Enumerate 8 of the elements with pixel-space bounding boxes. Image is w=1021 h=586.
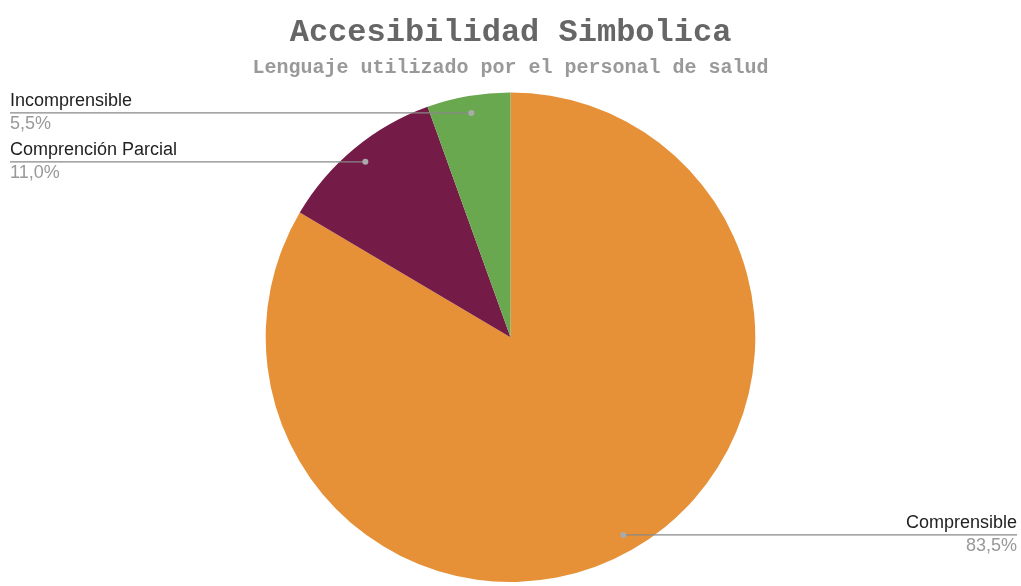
data-label: 83,5%: [965, 534, 1017, 555]
data-label: 5,5%: [10, 112, 52, 133]
data-label: 11,0%: [10, 161, 60, 182]
slice-label: Comprensible: [905, 511, 1017, 532]
chart-subtitle: Lenguaje utilizado por el personal de salud: [252, 56, 769, 80]
chart-title: Accesibilidad Simbolica: [289, 14, 732, 52]
slice-label: Comprención Parcial: [10, 138, 178, 159]
slice-label: Incomprensible: [10, 89, 133, 110]
